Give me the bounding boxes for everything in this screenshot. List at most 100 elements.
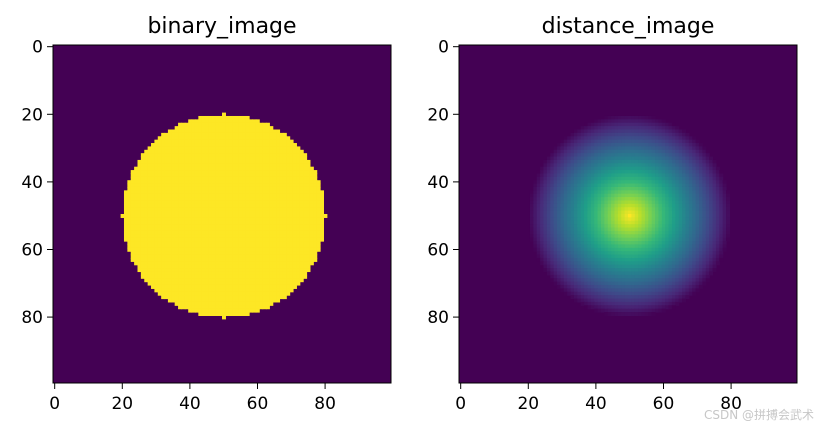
heatmap-cell xyxy=(309,234,314,239)
heatmap-cell xyxy=(607,132,612,137)
heatmap-cell xyxy=(222,203,226,208)
heatmap-cell xyxy=(222,176,226,181)
heatmap-cell xyxy=(655,153,660,158)
heatmap-cell xyxy=(171,153,176,158)
heatmap-cell xyxy=(533,193,538,198)
heatmap-cell xyxy=(198,207,203,212)
heatmap-cell xyxy=(222,264,226,269)
heatmap-cell xyxy=(245,278,250,283)
heatmap-cell xyxy=(621,136,626,141)
heatmap-cell xyxy=(245,190,250,195)
heatmap-cell xyxy=(208,180,213,185)
heatmap-cell xyxy=(584,122,589,127)
heatmap-cell xyxy=(259,149,264,154)
heatmap-cell xyxy=(154,186,159,191)
heatmap-cell xyxy=(134,234,139,239)
heatmap-cell xyxy=(151,214,155,218)
heatmap-cell xyxy=(604,163,609,168)
heatmap-cell xyxy=(215,224,220,229)
heatmap-cell xyxy=(533,200,538,205)
heatmap-cell xyxy=(695,214,700,218)
heatmap-cell xyxy=(164,190,169,195)
heatmap-cell xyxy=(161,173,166,178)
heatmap-cell xyxy=(688,244,693,249)
heatmap-cell xyxy=(313,237,318,242)
heatmap-cell xyxy=(255,308,260,313)
heatmap-cell xyxy=(201,170,206,175)
heatmap-cell xyxy=(607,217,612,222)
heatmap-cell xyxy=(279,173,284,178)
heatmap-cell xyxy=(570,149,575,154)
heatmap-cell xyxy=(262,136,267,141)
heatmap-cell xyxy=(235,295,240,300)
heatmap-cell xyxy=(540,244,545,249)
heatmap-cell xyxy=(678,241,683,246)
heatmap-cell xyxy=(279,176,284,181)
heatmap-cell xyxy=(688,200,693,205)
heatmap-cell xyxy=(201,281,206,286)
heatmap-cell xyxy=(624,203,629,208)
heatmap-cell xyxy=(127,241,132,246)
heatmap-cell xyxy=(286,234,291,239)
heatmap-cell xyxy=(644,122,649,127)
heatmap-cell xyxy=(648,149,653,154)
heatmap-cell xyxy=(533,227,538,232)
heatmap-cell xyxy=(607,247,612,252)
heatmap-cell xyxy=(624,193,629,198)
heatmap-cell xyxy=(671,237,676,242)
heatmap-cell xyxy=(161,271,166,276)
heatmap-cell xyxy=(279,153,284,158)
heatmap-cell xyxy=(201,264,206,269)
heatmap-cell xyxy=(296,257,301,262)
heatmap-cell xyxy=(594,143,599,147)
heatmap-cell xyxy=(222,301,226,306)
heatmap-cell xyxy=(161,237,166,242)
heatmap-cell xyxy=(269,244,274,249)
heatmap-cell xyxy=(218,261,223,266)
heatmap-cell xyxy=(147,149,152,154)
heatmap-cell xyxy=(634,153,639,158)
heatmap-cell xyxy=(238,139,243,144)
heatmap-cell xyxy=(675,129,680,134)
heatmap-cell xyxy=(628,224,632,229)
heatmap-cell xyxy=(303,264,308,269)
heatmap-cell xyxy=(178,227,183,232)
heatmap-cell xyxy=(181,210,186,215)
heatmap-cell xyxy=(137,166,142,171)
heatmap-cell xyxy=(238,207,243,212)
heatmap-cell xyxy=(252,217,257,222)
heatmap-cell xyxy=(600,119,605,124)
heatmap-cell xyxy=(604,220,609,225)
heatmap-cell xyxy=(286,200,291,205)
heatmap-cell xyxy=(597,241,602,246)
heatmap-cell xyxy=(235,146,240,151)
heatmap-cell xyxy=(198,214,203,218)
heatmap-cell xyxy=(303,237,308,242)
heatmap-cell xyxy=(702,210,707,215)
heatmap-cell xyxy=(218,312,223,316)
heatmap-cell xyxy=(174,156,179,161)
heatmap-cell xyxy=(550,251,555,256)
heatmap-cell xyxy=(184,186,189,191)
heatmap-cell xyxy=(242,190,247,195)
heatmap-cell xyxy=(570,237,575,242)
heatmap-cell xyxy=(178,210,183,215)
heatmap-cell xyxy=(678,139,683,144)
heatmap-cell xyxy=(154,143,159,147)
heatmap-cell xyxy=(228,237,233,242)
heatmap-cell xyxy=(225,193,230,198)
heatmap-cell xyxy=(191,119,196,124)
heatmap-cell xyxy=(201,274,206,279)
heatmap-cell xyxy=(235,197,240,202)
heatmap-cell xyxy=(658,190,663,195)
heatmap-cell xyxy=(614,224,619,229)
heatmap-cell xyxy=(181,220,186,225)
heatmap-cell xyxy=(188,146,193,151)
heatmap-cell xyxy=(590,153,595,158)
heatmap-cell xyxy=(208,143,213,147)
heatmap-cell xyxy=(299,180,304,185)
heatmap-cell xyxy=(215,193,220,198)
heatmap-cell xyxy=(228,180,233,185)
heatmap-cell xyxy=(167,295,172,300)
heatmap-cell xyxy=(563,207,568,212)
